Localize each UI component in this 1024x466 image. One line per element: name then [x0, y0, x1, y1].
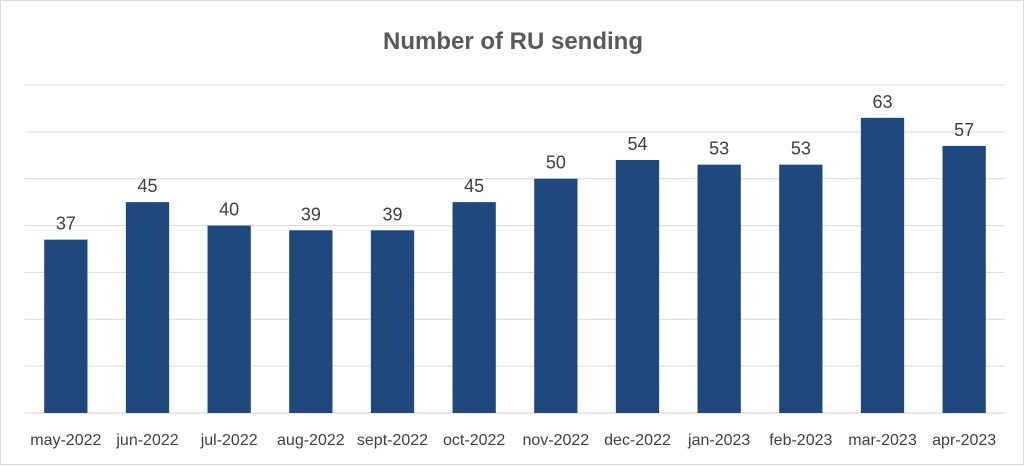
tick-label-sept-2022: sept-2022	[357, 432, 428, 449]
data-label-nov-2022: 50	[546, 153, 566, 173]
tick-label-may-2022: may-2022	[30, 432, 101, 449]
bar-nov-2022	[534, 178, 578, 413]
tick-label-jul-2022: jul-2022	[200, 432, 258, 449]
bar-aug-2022	[289, 230, 333, 413]
gridlines	[25, 84, 1005, 414]
tick-label-jun-2022: jun-2022	[115, 432, 178, 449]
bar-jul-2022	[207, 225, 251, 413]
data-label-jan-2023: 53	[709, 139, 729, 159]
data-label-apr-2023: 57	[954, 120, 974, 140]
bar-dec-2022	[615, 159, 660, 413]
data-label-may-2022: 37	[56, 214, 76, 234]
bar-sept-2022	[370, 230, 415, 413]
tick-label-nov-2022: nov-2022	[522, 432, 589, 449]
data-label-dec-2022: 54	[627, 134, 647, 154]
bar-may-2022	[44, 239, 88, 413]
tick-label-oct-2022: oct-2022	[443, 432, 505, 449]
bar-oct-2022	[452, 202, 496, 413]
bar-feb-2023	[779, 164, 823, 413]
data-label-jul-2022: 40	[219, 200, 239, 220]
bar-apr-2023	[942, 145, 986, 413]
tick-label-apr-2023: apr-2023	[932, 432, 996, 449]
data-label-sept-2022: 39	[382, 204, 402, 224]
bar-jun-2022	[125, 202, 170, 413]
tick-label-dec-2022: dec-2022	[604, 432, 671, 449]
data-labels: 37 45 40 39 39 45 50 54 53 53 63 57	[56, 92, 974, 234]
x-axis-tick-labels: may-2022 jun-2022 jul-2022 aug-2022 sept-202…	[30, 432, 996, 449]
chart-title: Number of RU sending	[383, 28, 643, 55]
data-label-mar-2023: 63	[872, 92, 892, 112]
tick-label-mar-2023: mar-2023	[848, 432, 917, 449]
data-label-oct-2022: 45	[464, 176, 484, 196]
data-label-feb-2023: 53	[791, 139, 811, 159]
tick-label-aug-2022: aug-2022	[277, 432, 345, 449]
bars	[44, 117, 986, 414]
data-label-jun-2022: 45	[137, 176, 157, 196]
tick-label-jan-2023: jan-2023	[687, 432, 750, 449]
bar-jan-2023	[697, 164, 741, 413]
bar-mar-2023	[860, 117, 905, 414]
data-label-aug-2022: 39	[301, 204, 321, 224]
tick-label-feb-2023: feb-2023	[769, 432, 832, 449]
